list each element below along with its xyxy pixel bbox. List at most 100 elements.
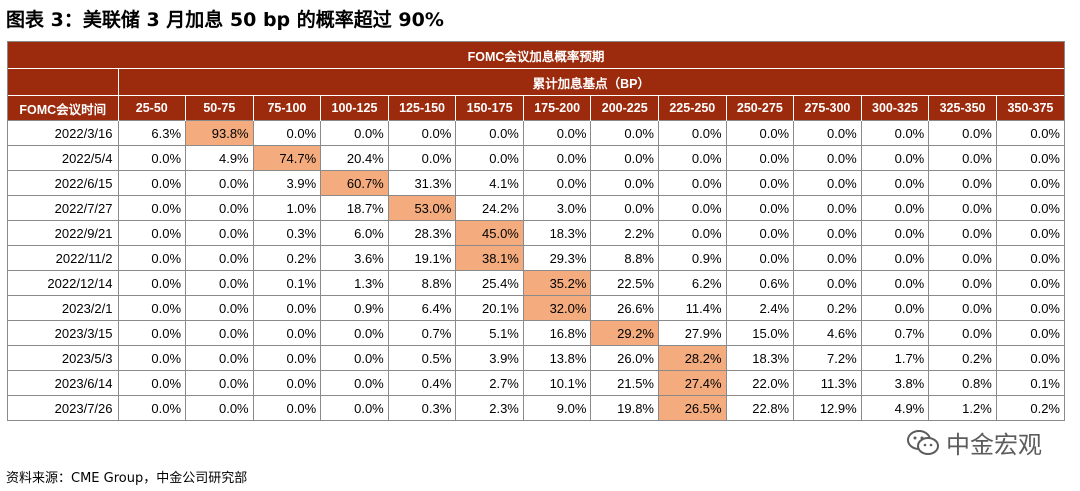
probability-cell: 0.0% bbox=[725, 120, 794, 146]
meeting-date: 2023/6/14 bbox=[8, 370, 118, 396]
probability-cell: 0.0% bbox=[928, 220, 997, 246]
probability-cell: 3.9% bbox=[252, 170, 321, 196]
meeting-date: 2022/6/15 bbox=[8, 170, 118, 196]
meeting-date: 2022/3/16 bbox=[8, 120, 118, 146]
source-note: 资料来源：CME Group，中金公司研究部 bbox=[6, 471, 248, 486]
table-row: 2022/5/4 0.0% 4.9% 74.7% 20.4% 0.0% 0.0% 0.0% 0.… bbox=[8, 145, 1064, 171]
probability-cell: 0.0% bbox=[995, 295, 1064, 321]
probability-cell: 0.0% bbox=[117, 145, 186, 171]
probability-cell: 29.2% bbox=[590, 320, 659, 346]
header-blank-cell bbox=[8, 68, 118, 96]
probability-cell: 18.3% bbox=[522, 220, 591, 246]
probability-cell: 9.0% bbox=[522, 395, 591, 420]
probability-cell: 0.0% bbox=[185, 395, 254, 420]
probability-cell: 0.0% bbox=[725, 220, 794, 246]
probability-cell: 0.0% bbox=[793, 270, 862, 296]
probability-cell: 1.7% bbox=[860, 345, 929, 371]
probability-cell: 0.0% bbox=[793, 220, 862, 246]
probability-cell: 31.3% bbox=[387, 170, 456, 196]
probability-cell: 0.0% bbox=[590, 170, 659, 196]
probability-cell: 0.7% bbox=[860, 320, 929, 346]
probability-cell: 0.0% bbox=[117, 295, 186, 321]
probability-cell: 1.0% bbox=[252, 195, 321, 221]
column-header: 150-175 bbox=[455, 95, 524, 121]
column-header: 300-325 bbox=[860, 95, 929, 121]
probability-cell: 0.0% bbox=[185, 195, 254, 221]
probability-cell: 5.1% bbox=[455, 320, 524, 346]
column-header: 75-100 bbox=[252, 95, 321, 121]
probability-cell: 28.2% bbox=[658, 345, 727, 371]
probability-cell: 7.2% bbox=[793, 345, 862, 371]
probability-cell: 0.0% bbox=[928, 170, 997, 196]
probability-cell: 8.8% bbox=[590, 245, 659, 271]
probability-cell: 0.0% bbox=[995, 170, 1064, 196]
probability-cell: 0.0% bbox=[320, 370, 389, 396]
probability-cell: 0.0% bbox=[860, 295, 929, 321]
probability-cell: 0.0% bbox=[793, 145, 862, 171]
probability-cell: 0.3% bbox=[252, 220, 321, 246]
table-row: 2022/9/21 0.0% 0.0% 0.3% 6.0% 28.3% 45.0% 18.3%… bbox=[8, 220, 1064, 246]
probability-cell: 0.0% bbox=[995, 320, 1064, 346]
probability-cell: 0.2% bbox=[252, 245, 321, 271]
probability-cell: 0.0% bbox=[995, 120, 1064, 146]
probability-cell: 22.8% bbox=[725, 395, 794, 420]
table-row: 2023/5/3 0.0% 0.0% 0.0% 0.0% 0.5% 3.9% 13.8% 26.… bbox=[8, 345, 1064, 371]
probability-cell: 0.0% bbox=[455, 120, 524, 146]
probability-cell: 0.0% bbox=[522, 170, 591, 196]
probability-cell: 0.0% bbox=[725, 195, 794, 221]
probability-cell: 18.7% bbox=[320, 195, 389, 221]
probability-cell: 0.0% bbox=[995, 245, 1064, 271]
probability-cell: 35.2% bbox=[522, 270, 591, 296]
probability-cell: 13.8% bbox=[522, 345, 591, 371]
column-header: 325-350 bbox=[928, 95, 997, 121]
probability-cell: 0.0% bbox=[793, 170, 862, 196]
probability-cell: 11.4% bbox=[658, 295, 727, 321]
probability-cell: 0.0% bbox=[860, 195, 929, 221]
probability-cell: 0.0% bbox=[117, 395, 186, 420]
probability-cell: 0.5% bbox=[387, 345, 456, 371]
probability-cell: 38.1% bbox=[455, 245, 524, 271]
probability-cell: 24.2% bbox=[455, 195, 524, 221]
table-header-top: FOMC会议加息概率预期 bbox=[8, 42, 1064, 69]
table-row: 2023/7/26 0.0% 0.0% 0.0% 0.0% 0.3% 2.3% 9.0% 19.… bbox=[8, 395, 1064, 420]
probability-cell: 8.8% bbox=[387, 270, 456, 296]
probability-cell: 0.0% bbox=[185, 370, 254, 396]
probability-cell: 0.0% bbox=[252, 370, 321, 396]
probability-cell: 3.8% bbox=[860, 370, 929, 396]
probability-cell: 25.4% bbox=[455, 270, 524, 296]
probability-cell: 0.9% bbox=[658, 245, 727, 271]
probability-cell: 0.0% bbox=[185, 345, 254, 371]
probability-cell: 0.0% bbox=[928, 245, 997, 271]
column-header: 50-75 bbox=[185, 95, 254, 121]
probability-cell: 20.1% bbox=[455, 295, 524, 321]
probability-cell: 0.2% bbox=[928, 345, 997, 371]
probability-cell: 0.0% bbox=[725, 245, 794, 271]
probability-cell: 22.0% bbox=[725, 370, 794, 396]
probability-cell: 0.0% bbox=[320, 395, 389, 420]
probability-cell: 0.0% bbox=[658, 195, 727, 221]
table-row: 2023/2/1 0.0% 0.0% 0.0% 0.9% 6.4% 20.1% 32.0% 26… bbox=[8, 295, 1064, 321]
probability-cell: 0.8% bbox=[928, 370, 997, 396]
probability-cell: 0.0% bbox=[928, 145, 997, 171]
column-header: 250-275 bbox=[725, 95, 794, 121]
probability-cell: 3.6% bbox=[320, 245, 389, 271]
table-row: 2023/6/14 0.0% 0.0% 0.0% 0.0% 0.4% 2.7% 10.1% 21… bbox=[8, 370, 1064, 396]
probability-cell: 10.1% bbox=[522, 370, 591, 396]
probability-cell: 12.9% bbox=[793, 395, 862, 420]
probability-cell: 27.9% bbox=[658, 320, 727, 346]
probability-cell: 20.4% bbox=[320, 145, 389, 171]
probability-cell: 0.0% bbox=[860, 245, 929, 271]
probability-cell: 6.0% bbox=[320, 220, 389, 246]
figure-title: 图表 3：美联储 3 月加息 50 bp 的概率超过 90% bbox=[6, 9, 444, 31]
probability-cell: 22.5% bbox=[590, 270, 659, 296]
meeting-date: 2022/7/27 bbox=[8, 195, 118, 221]
meeting-date: 2023/3/15 bbox=[8, 320, 118, 346]
probability-cell: 4.6% bbox=[793, 320, 862, 346]
table-row: 2023/3/15 0.0% 0.0% 0.0% 0.0% 0.7% 5.1% 16.8% 29… bbox=[8, 320, 1064, 346]
probability-cell: 0.0% bbox=[252, 345, 321, 371]
probability-cell: 0.0% bbox=[860, 270, 929, 296]
watermark: 中金宏观 bbox=[906, 425, 1042, 460]
probability-cell: 0.0% bbox=[995, 145, 1064, 171]
column-header: 100-125 bbox=[320, 95, 389, 121]
probability-cell: 0.0% bbox=[117, 170, 186, 196]
